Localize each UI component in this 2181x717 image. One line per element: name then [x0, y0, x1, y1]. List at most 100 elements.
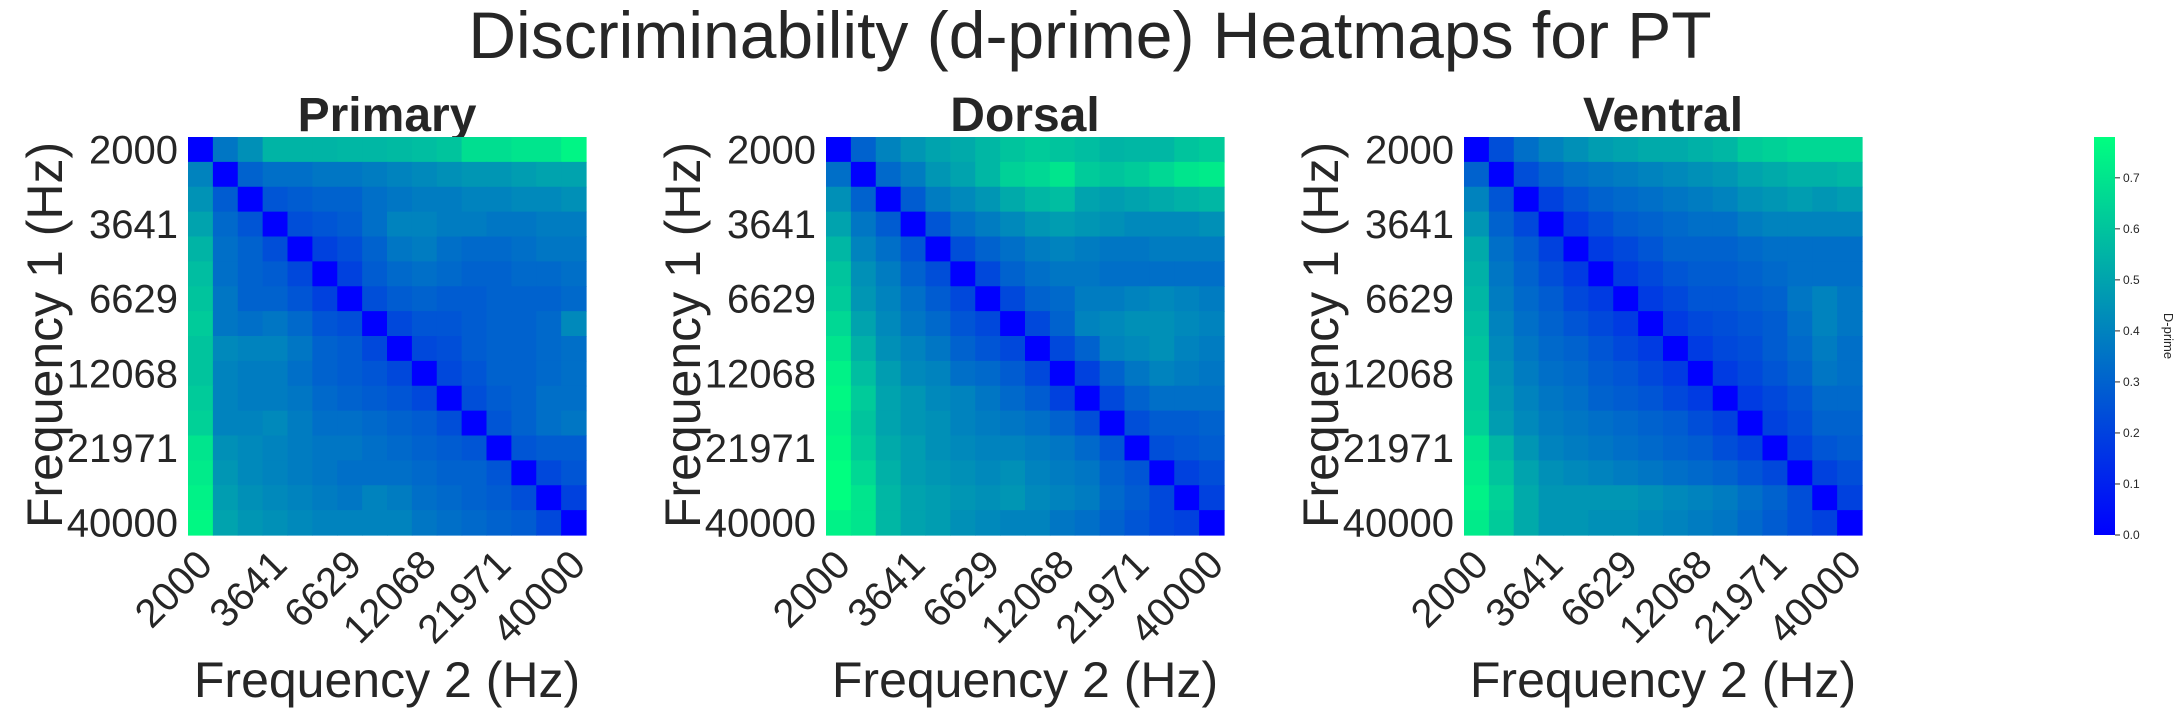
heatmap-cell [1538, 485, 1565, 511]
heatmap-cell [1812, 485, 1838, 511]
colorbar-tick-label: 0.3 [2123, 375, 2140, 389]
heatmap-cell [362, 186, 388, 213]
heatmap-cell [1588, 286, 1614, 312]
heatmap-cell [1174, 261, 1200, 287]
heatmap-cell [536, 186, 562, 213]
heatmap-cell [536, 137, 562, 163]
heatmap-cell [1737, 410, 1764, 437]
heatmap-cell [1737, 336, 1764, 362]
heatmap-cell [975, 460, 1001, 486]
heatmap-cell [486, 311, 512, 337]
heatmap-cell [188, 360, 214, 387]
heatmap-cell [1712, 161, 1739, 188]
heatmap-cell [1787, 236, 1813, 262]
heatmap-cell [461, 510, 488, 536]
panel-title: Ventral [1583, 89, 1743, 142]
y-axis-label: Frequency 1 (Hz) [17, 142, 73, 528]
heatmap-cell [1538, 311, 1565, 337]
heatmap-cell [1837, 186, 1863, 213]
heatmap-cell [850, 137, 877, 163]
heatmap-cell [362, 385, 388, 412]
heatmap-cell [337, 460, 363, 486]
heatmap-cell [1099, 510, 1126, 536]
heatmap-cell [1787, 360, 1813, 387]
heatmap-cell [312, 286, 338, 312]
heatmap-cell [287, 485, 313, 511]
heatmap-cell [1538, 410, 1565, 437]
heatmap-cell [461, 236, 488, 262]
heatmap-cell [1663, 385, 1689, 412]
heatmap-cell [1737, 385, 1764, 412]
heatmap-cell [1762, 137, 1788, 163]
heatmap-cell [1513, 211, 1540, 238]
heatmap-cell [387, 410, 413, 437]
heatmap-cell [1837, 510, 1863, 536]
heatmap-cell [950, 460, 976, 486]
heatmap-cell [212, 435, 239, 461]
heatmap-cell [1787, 261, 1813, 287]
y-tick-label: 2000 [727, 128, 816, 172]
heatmap-cell [387, 510, 413, 536]
heatmap-cell [561, 385, 587, 412]
heatmap-cell [975, 336, 1001, 362]
heatmap-cell [1613, 435, 1639, 461]
heatmap-cell [850, 410, 877, 437]
heatmap-cell [850, 261, 877, 287]
heatmap-cell [362, 137, 388, 163]
heatmap-cell [1837, 236, 1863, 262]
heatmap-cell [312, 510, 338, 536]
heatmap-cell [1712, 385, 1739, 412]
figure-title: Discriminability (d-prime) Heatmaps for … [468, 0, 1711, 72]
heatmap-cell [1787, 211, 1813, 238]
heatmap-cell [1025, 510, 1051, 536]
heatmap-cell [486, 211, 512, 238]
heatmap-cell [287, 161, 313, 188]
heatmap-cell [1737, 510, 1764, 536]
panel-title: Primary [298, 89, 477, 142]
heatmap-cell [1074, 161, 1101, 188]
heatmap-cell [262, 360, 289, 387]
heatmap-cell [411, 186, 438, 213]
heatmap-cell [1737, 137, 1764, 163]
heatmap-cell [950, 286, 976, 312]
heatmap-cell [826, 336, 852, 362]
heatmap-cell [486, 360, 512, 387]
heatmap-cell [1174, 161, 1200, 188]
heatmap-cell [1513, 410, 1540, 437]
heatmap-cell [262, 286, 289, 312]
heatmap-cell [1000, 186, 1026, 213]
heatmap-cell [511, 137, 537, 163]
heatmap-cell [262, 435, 289, 461]
heatmap-cell [262, 460, 289, 486]
heatmap-cell [826, 435, 852, 461]
heatmap-cell [875, 336, 902, 362]
heatmap-cell [262, 211, 289, 238]
heatmap-cell [1174, 385, 1200, 412]
heatmap-cell [212, 410, 239, 437]
heatmap-cell [950, 485, 976, 511]
heatmap-cell [1149, 336, 1175, 362]
y-tick-label: 21971 [705, 427, 816, 471]
y-tick-labels: 2000 3641 6629 12068 21971 40000 [67, 128, 178, 545]
heatmap-cell [875, 485, 902, 511]
heatmap-cell [1663, 510, 1689, 536]
heatmap-cell [1513, 137, 1540, 163]
heatmap-cell [975, 510, 1001, 536]
heatmap-cell [1000, 261, 1026, 287]
heatmap-cell [1812, 410, 1838, 437]
heatmap-cell [1638, 311, 1664, 337]
heatmap-cell [1000, 435, 1026, 461]
heatmap-cell [287, 435, 313, 461]
heatmap-cell [975, 236, 1001, 262]
heatmap-cell [312, 460, 338, 486]
heatmap-cell [312, 261, 338, 287]
heatmap-cell [850, 311, 877, 337]
heatmap-cell [1000, 336, 1026, 362]
heatmap-cell [1149, 211, 1175, 238]
heatmap-cell [561, 261, 587, 287]
heatmap-cell [1124, 336, 1150, 362]
heatmap-cell [875, 385, 902, 412]
heatmap-cell [536, 485, 562, 511]
heatmap-cell [287, 261, 313, 287]
heatmap-cell [826, 360, 852, 387]
